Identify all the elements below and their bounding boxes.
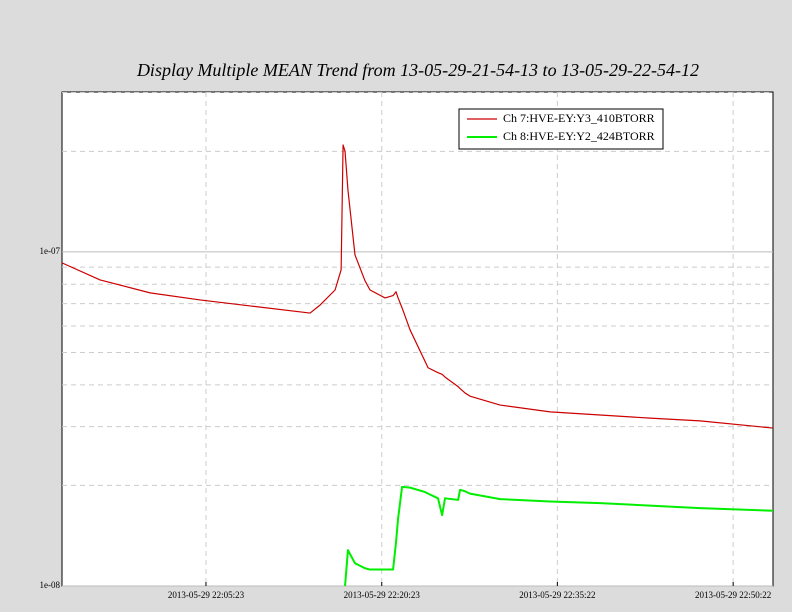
legend-label: Ch 8:HVE-EY:Y2_424BTORR <box>503 129 655 143</box>
plot-area <box>61 91 774 587</box>
x-tick-label: 2013-05-29 22:35:22 <box>519 590 595 600</box>
legend: Ch 7:HVE-EY:Y3_410BTORR Ch 8:HVE-EY:Y2_42… <box>458 108 664 150</box>
series-line <box>61 144 774 429</box>
legend-box <box>458 108 664 150</box>
y-tick-label: 1e-08 <box>40 580 61 590</box>
x-tick-label: 2013-05-29 22:20:23 <box>344 590 421 600</box>
legend-label: Ch 7:HVE-EY:Y3_410BTORR <box>503 111 655 125</box>
y-tick-label: 1e-07 <box>40 246 61 256</box>
grid <box>62 91 773 587</box>
x-tick-label: 2013-05-29 22:05:23 <box>168 590 245 600</box>
x-tick-label: 2013-05-29 22:50:22 <box>695 590 771 600</box>
series-line <box>344 485 774 587</box>
lines <box>61 144 774 587</box>
chart-title: Display Multiple MEAN Trend from 13-05-2… <box>136 60 699 80</box>
